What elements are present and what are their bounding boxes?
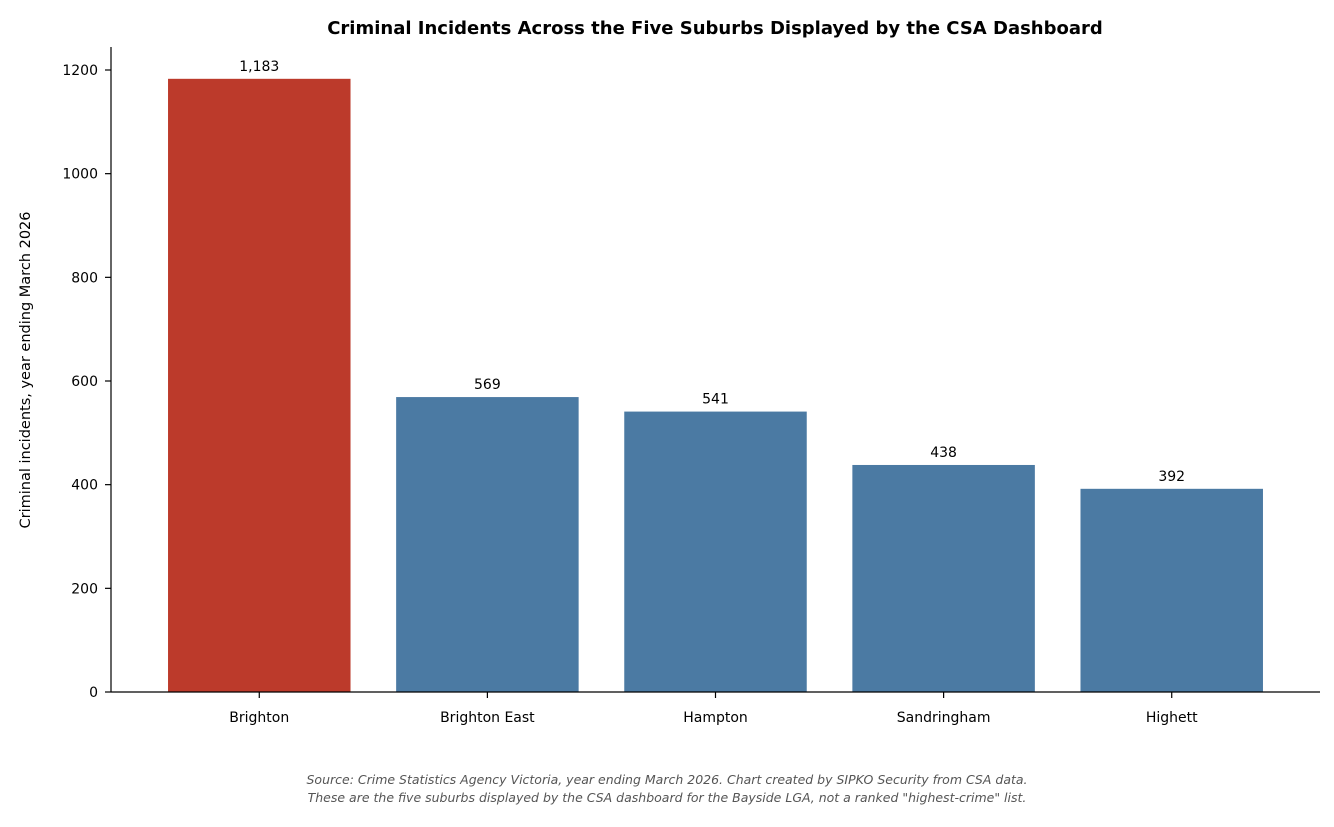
bar-value-label: 569 <box>474 377 501 393</box>
x-tick-label: Brighton <box>229 710 289 726</box>
bar <box>396 397 579 692</box>
y-tick-label: 1200 <box>62 63 98 79</box>
y-tick-label: 200 <box>71 581 98 597</box>
bar <box>168 78 351 693</box>
bar-value-label: 1,183 <box>239 59 279 75</box>
bar-value-label: 392 <box>1158 469 1185 485</box>
y-tick-label: 600 <box>71 374 98 390</box>
y-tick-label: 400 <box>71 478 98 494</box>
source-note: Source: Crime Statistics Agency Victoria… <box>0 771 1334 807</box>
y-tick-label: 800 <box>71 270 98 286</box>
x-tick-label: Highett <box>1146 710 1198 726</box>
bar-value-label: 438 <box>930 445 957 461</box>
source-note-line-1: Source: Crime Statistics Agency Victoria… <box>306 772 1028 787</box>
source-note-line-2: These are the five suburbs displayed by … <box>307 790 1027 805</box>
y-tick-label: 0 <box>89 685 98 701</box>
x-tick-label: Brighton East <box>440 710 535 726</box>
bar <box>624 411 807 692</box>
bar <box>1080 488 1263 692</box>
chart-title: Criminal Incidents Across the Five Subur… <box>327 18 1103 39</box>
x-tick-label: Sandringham <box>897 710 991 726</box>
x-tick-label: Hampton <box>683 710 748 726</box>
bar-chart: Criminal Incidents Across the Five Subur… <box>18 18 1320 726</box>
y-axis-label: Criminal incidents, year ending March 20… <box>18 212 34 529</box>
y-tick-label: 1000 <box>62 167 98 183</box>
bar <box>852 464 1035 692</box>
plot-area: 0 200 400 600 800 1000 1200 1,183 Brighton 569 Bri… <box>62 59 1263 726</box>
bar-value-label: 541 <box>702 392 729 408</box>
